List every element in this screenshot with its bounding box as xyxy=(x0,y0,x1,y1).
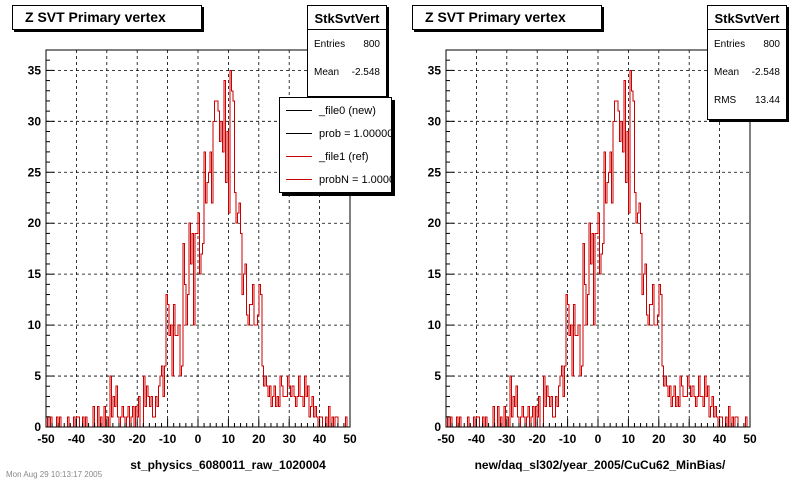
right-stats-entries-row: Entries 800 xyxy=(708,30,786,58)
legend-entry-prob: prob = 1.000000 xyxy=(280,122,391,145)
right-stats-box: StkSvtVert Entries 800 Mean -2.548 RMS 1… xyxy=(707,5,787,120)
legend-swatch-prob xyxy=(286,133,312,134)
p0-x-tick-label: -30 xyxy=(98,432,116,446)
legend-swatch-probn xyxy=(286,179,312,180)
p1-x-tick-label: -40 xyxy=(468,432,486,446)
p1-y-tick-label: 30 xyxy=(428,114,442,128)
right-x-axis-title: new/daq_sl302/year_2005/CuCu62_MinBias/ xyxy=(474,458,726,472)
legend-label-file1: _file1 (ref) xyxy=(319,150,369,163)
p1-x-tick-label: 50 xyxy=(743,432,757,446)
left-histogram-panel: -50 -40 -30 -20 -10 0 10 20 30 40 50 0 5 10 15 20 25 30 35… xyxy=(12,5,392,472)
p1-x-tick-label: 10 xyxy=(622,432,636,446)
p0-x-tick-label: -50 xyxy=(37,432,55,446)
p0-x-tick-label: 10 xyxy=(222,432,236,446)
right-stats-rms-row: RMS 13.44 xyxy=(708,86,786,114)
legend-swatch-file1 xyxy=(286,156,312,157)
p1-x-tick-label: -20 xyxy=(529,432,547,446)
right-histogram-panel: -50 -40 -30 -20 -10 0 10 20 30 40 50 0 5 10 15 20 25 30 35… xyxy=(400,0,800,480)
left-legend: _file0 (new) prob = 1.000000 _file1 (ref… xyxy=(279,97,392,193)
left-stats-entries-value: 800 xyxy=(363,38,380,50)
p0-x-tick-label: -10 xyxy=(159,432,177,446)
p1-x-tick-label: -50 xyxy=(437,432,455,446)
p1-y-tick-label: 35 xyxy=(428,63,442,77)
left-stats-entries-label: Entries xyxy=(314,38,346,50)
left-stats-mean-row: Mean -2.548 xyxy=(308,58,386,86)
p1-y-tick-label: 10 xyxy=(428,318,442,332)
right-stats-name: StkSvtVert xyxy=(708,6,786,30)
p1-y-tick-label: 25 xyxy=(428,165,442,179)
p1-x-tick-label: 0 xyxy=(595,432,602,446)
p1-x-tick-label: 20 xyxy=(652,432,666,446)
legend-swatch-file0 xyxy=(286,110,312,111)
p0-y-tick-label: 5 xyxy=(34,369,41,383)
left-stats-box: StkSvtVert Entries 800 Mean -2.548 xyxy=(307,5,387,97)
p0-x-tick-label: 50 xyxy=(343,432,357,446)
left-stats-entries-row: Entries 800 xyxy=(308,30,386,58)
right-stats-mean-label: Mean xyxy=(714,66,740,78)
legend-entry-probn: probN = 1.000000 xyxy=(280,168,391,191)
right-plot-title: Z SVT Primary vertex xyxy=(412,5,602,30)
p0-x-tick-label: 40 xyxy=(313,432,327,446)
right-stats-mean-row: Mean -2.548 xyxy=(708,58,786,86)
p0-y-tick-label: 15 xyxy=(28,267,42,281)
p0-x-tick-label: -40 xyxy=(68,432,86,446)
right-stats-entries-value: 800 xyxy=(763,38,780,50)
left-plot-title: Z SVT Primary vertex xyxy=(12,5,202,30)
p1-x-tick-label: 40 xyxy=(713,432,727,446)
p0-x-tick-label: -20 xyxy=(129,432,147,446)
right-stats-mean-value: -2.548 xyxy=(751,66,780,78)
p0-x-tick-label: 0 xyxy=(195,432,202,446)
p1-y-tick-label: 5 xyxy=(434,369,441,383)
p0-y-tick-label: 35 xyxy=(28,63,42,77)
left-stats-mean-value: -2.548 xyxy=(351,66,380,78)
p1-y-tick-label: 20 xyxy=(428,216,442,230)
left-stats-name: StkSvtVert xyxy=(308,6,386,30)
p0-x-tick-label: 30 xyxy=(283,432,297,446)
p0-y-tick-label: 0 xyxy=(34,420,41,434)
left-stats-mean-label: Mean xyxy=(314,66,340,78)
p0-x-tick-label: 20 xyxy=(252,432,266,446)
p0-y-tick-label: 10 xyxy=(28,318,42,332)
footer-timestamp: Mon Aug 29 10:13:17 2005 xyxy=(6,470,103,479)
legend-label-prob: prob = 1.000000 xyxy=(319,127,392,140)
legend-label-probn: probN = 1.000000 xyxy=(319,173,391,186)
legend-label-file0: _file0 (new) xyxy=(319,104,376,117)
p0-y-tick-label: 20 xyxy=(28,216,42,230)
p1-x-tick-label: -10 xyxy=(559,432,577,446)
legend-entry-file0: _file0 (new) xyxy=(280,99,391,122)
right-stats-rms-value: 13.44 xyxy=(754,94,780,106)
legend-entry-file1: _file1 (ref) xyxy=(280,145,391,168)
p1-y-tick-label: 0 xyxy=(434,420,441,434)
p1-x-tick-label: -30 xyxy=(498,432,516,446)
p0-y-tick-label: 30 xyxy=(28,114,42,128)
right-stats-entries-label: Entries xyxy=(714,38,746,50)
left-x-axis-title: st_physics_6080011_raw_1020004 xyxy=(130,458,326,472)
p1-y-tick-label: 15 xyxy=(428,267,442,281)
p1-x-tick-label: 30 xyxy=(683,432,697,446)
p0-y-tick-label: 25 xyxy=(28,165,42,179)
right-histogram-plot: -50 -40 -30 -20 -10 0 10 20 30 40 50 0 5 10 15 20 25 30 35 xyxy=(428,49,757,446)
right-stats-rms-label: RMS xyxy=(714,94,737,106)
